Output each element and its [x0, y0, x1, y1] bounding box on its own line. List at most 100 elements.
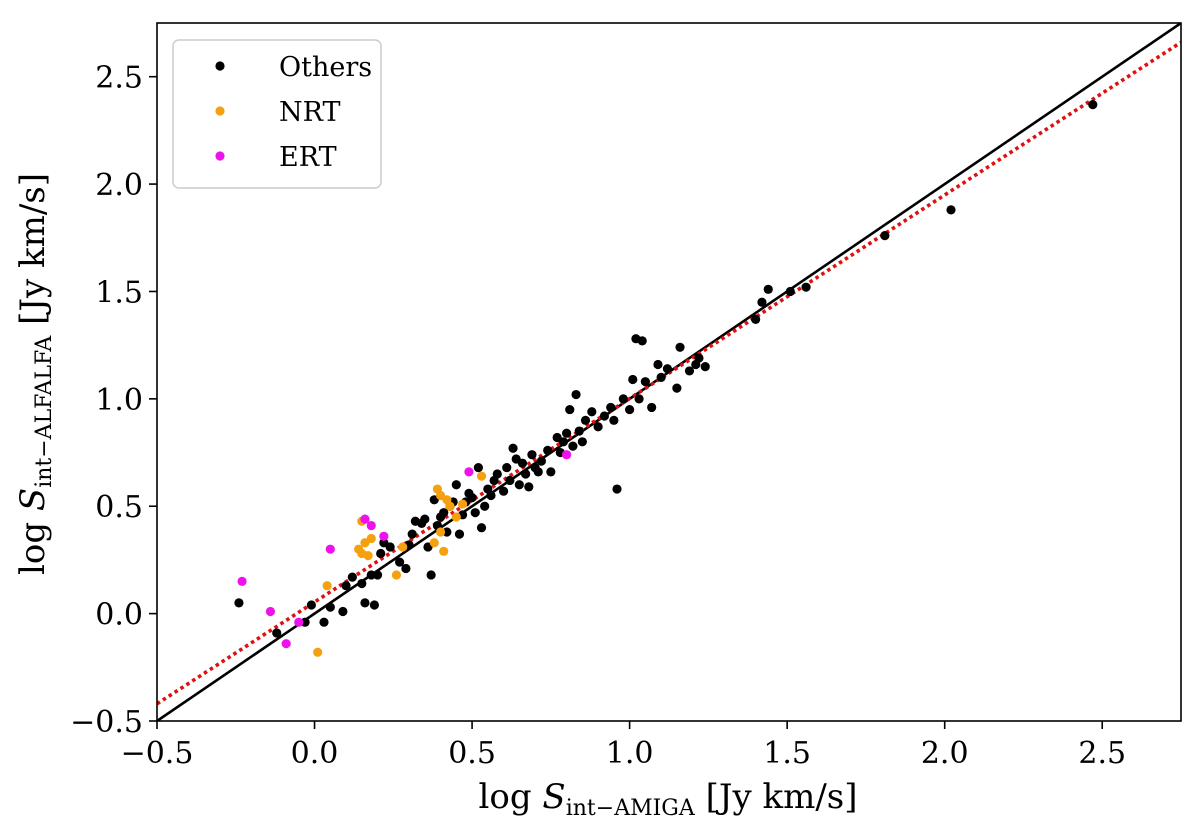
data-point-others: [347, 572, 357, 582]
data-point-others: [1088, 100, 1098, 110]
data-point-others: [618, 394, 628, 404]
data-point-nrt: [398, 542, 408, 552]
data-point-others: [587, 407, 597, 417]
data-point-nrt: [435, 527, 446, 537]
data-point-others: [612, 484, 622, 494]
data-point-ert: [237, 576, 247, 587]
data-point-others: [647, 402, 657, 413]
y-axis-ticks: −0.5 0.0 0.5 1.0 1.5 2.0 2.5: [70, 61, 157, 740]
data-point-others: [543, 445, 553, 455]
data-point-others: [637, 336, 647, 346]
data-point-nrt: [313, 647, 323, 657]
data-point-others: [880, 231, 890, 241]
x-tick-label: 1.0: [606, 736, 654, 771]
data-point-others: [593, 422, 603, 432]
y-tick-label: 0.5: [95, 490, 143, 525]
data-point-others: [536, 456, 546, 466]
data-point-others: [360, 598, 370, 608]
data-point-others: [234, 598, 244, 608]
legend-label-nrt: NRT: [279, 97, 341, 128]
series-ert: [237, 450, 572, 649]
data-point-others: [470, 508, 480, 518]
data-point-others: [473, 462, 483, 473]
data-point-ert: [562, 450, 572, 460]
data-point-others: [656, 372, 666, 382]
data-point-others: [546, 467, 556, 477]
data-point-others: [801, 282, 811, 292]
x-axis-ticks: −0.5 0.0 0.5 1.0 1.5 2.0 2.5: [121, 721, 1126, 771]
data-point-nrt: [439, 546, 449, 556]
data-point-nrt: [458, 499, 468, 509]
data-point-others: [508, 443, 518, 453]
data-point-others: [565, 404, 575, 415]
x-tick-label: 1.5: [763, 736, 811, 771]
data-point-nrt: [476, 471, 487, 481]
data-point-others: [568, 441, 578, 451]
data-point-nrt: [391, 570, 402, 580]
data-point-others: [407, 529, 417, 539]
data-point-others: [338, 606, 348, 617]
data-point-ert: [366, 520, 376, 531]
data-point-others: [505, 475, 515, 486]
y-tick-label: 1.0: [95, 383, 143, 418]
data-point-others: [306, 600, 316, 610]
data-point-others: [300, 617, 310, 627]
data-point-others: [376, 548, 386, 559]
data-point-others: [640, 377, 650, 387]
data-point-others: [492, 469, 502, 479]
data-point-others: [502, 462, 512, 473]
legend-marker-ert: [215, 151, 225, 161]
data-point-others: [751, 314, 761, 324]
data-point-nrt: [429, 538, 439, 548]
data-point-others: [946, 205, 956, 215]
legend-label-ert: ERT: [279, 142, 337, 173]
data-point-others: [325, 602, 335, 612]
data-point-nrt: [322, 581, 332, 591]
data-point-others: [700, 362, 710, 372]
data-point-others: [662, 364, 673, 374]
data-point-others: [574, 426, 584, 436]
data-point-others: [628, 374, 638, 385]
data-point-others: [426, 570, 436, 580]
data-point-others: [599, 411, 610, 421]
data-point-others: [558, 437, 569, 447]
data-point-others: [366, 570, 376, 580]
data-point-ert: [360, 514, 370, 524]
data-point-others: [521, 469, 531, 479]
legend-box: [172, 39, 382, 189]
data-point-others: [385, 542, 395, 552]
y-axis-label: log Sint−ALFALFA [Jy km/s]: [13, 173, 57, 575]
data-point-others: [451, 480, 461, 490]
data-point-others: [486, 490, 496, 501]
data-point-others: [319, 617, 329, 627]
data-point-others: [369, 600, 380, 610]
x-tick-label: 0.5: [448, 736, 496, 771]
data-point-others: [341, 581, 351, 591]
data-point-others: [514, 480, 524, 490]
data-point-others: [527, 450, 537, 460]
data-point-nrt: [366, 533, 376, 544]
data-point-others: [675, 342, 685, 352]
data-point-others: [357, 578, 367, 589]
y-tick-label: 0.0: [95, 598, 143, 633]
data-point-others: [498, 486, 509, 496]
data-point-others: [442, 527, 452, 537]
x-tick-label: 2.0: [921, 736, 969, 771]
legend-label-others: Others: [279, 52, 372, 83]
data-point-ert: [281, 639, 291, 649]
series-others: [234, 100, 1098, 638]
data-point-others: [625, 404, 635, 415]
x-tick-label: 0.0: [291, 736, 339, 771]
data-point-others: [672, 383, 682, 393]
data-point-nrt: [451, 512, 461, 522]
data-point-ert: [265, 606, 276, 617]
data-point-others: [372, 570, 383, 580]
y-tick-label: −0.5: [70, 705, 143, 740]
data-point-others: [577, 437, 587, 447]
data-point-ert: [379, 531, 389, 541]
y-tick-label: 1.5: [95, 275, 143, 310]
data-point-others: [606, 402, 616, 413]
data-point-ert: [325, 544, 335, 554]
data-point-others: [420, 514, 430, 524]
